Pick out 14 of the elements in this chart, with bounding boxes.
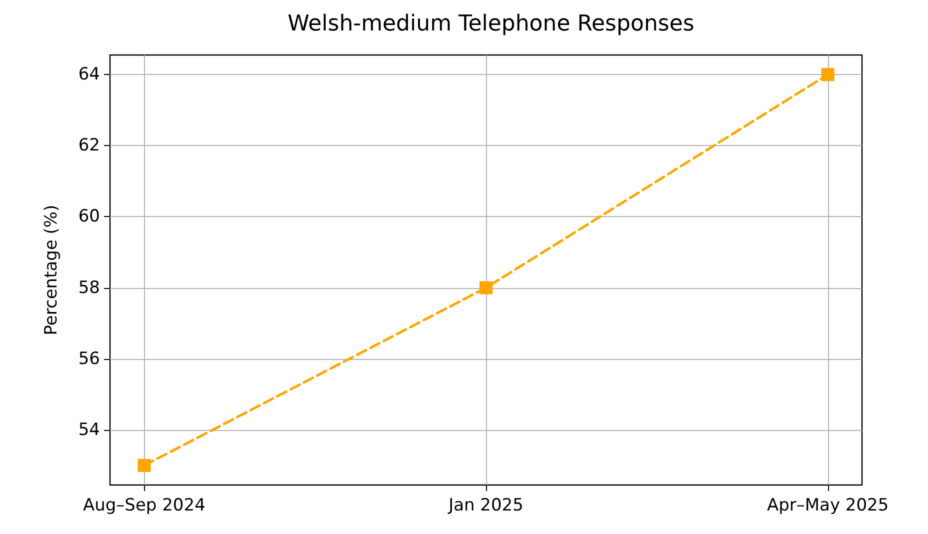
x-tick-label: Apr–May 2025 xyxy=(766,496,889,516)
x-tick-label: Jan 2025 xyxy=(448,496,524,516)
point xyxy=(138,458,151,472)
y-tick-label: 64 xyxy=(78,64,100,85)
y-axis-title: Percentage (%) xyxy=(42,204,62,336)
y-tick-label: 58 xyxy=(78,278,100,298)
point xyxy=(821,68,834,82)
y-tick-label: 54 xyxy=(78,420,100,440)
y-tick-label: 60 xyxy=(78,206,100,227)
x-tick-label: Aug–Sep 2024 xyxy=(82,496,206,516)
point xyxy=(480,281,492,294)
y-tick-label: 62 xyxy=(78,136,100,156)
y-tick-label: 56 xyxy=(78,348,100,369)
chart-title: Welsh-medium Telephone Responses xyxy=(288,12,694,36)
